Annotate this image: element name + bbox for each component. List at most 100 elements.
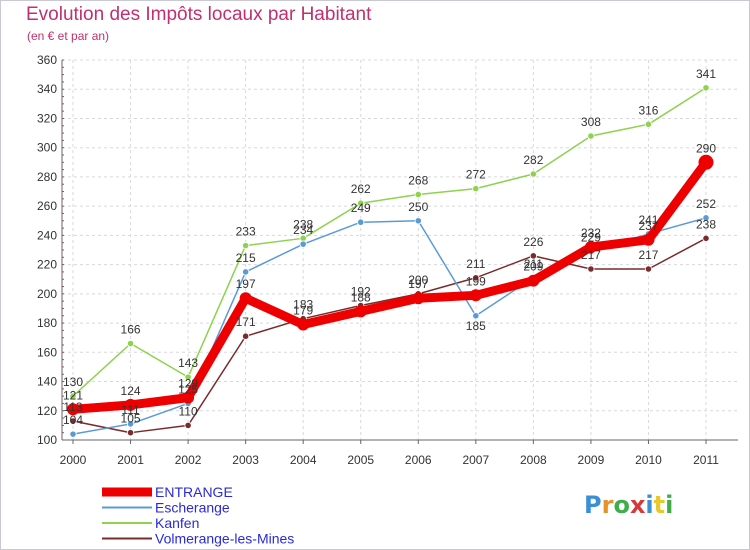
data-point bbox=[472, 185, 480, 193]
y-tick-label: 180 bbox=[37, 316, 57, 330]
data-label: 209 bbox=[523, 260, 543, 274]
data-point bbox=[414, 217, 422, 225]
series-kanfen bbox=[69, 84, 710, 400]
data-label: 199 bbox=[466, 274, 486, 288]
data-label: 233 bbox=[236, 225, 256, 239]
x-tick-label: 2011 bbox=[693, 453, 719, 467]
data-label: 290 bbox=[696, 141, 716, 155]
series-line bbox=[72, 237, 707, 434]
x-tick-label: 2002 bbox=[175, 453, 202, 467]
data-label: 105 bbox=[121, 412, 141, 426]
x-tick-label: 2010 bbox=[635, 453, 662, 467]
data-point bbox=[126, 429, 135, 437]
y-tick-label: 160 bbox=[37, 345, 57, 359]
y-tick-label: 260 bbox=[37, 199, 57, 213]
data-label: 104 bbox=[63, 413, 83, 427]
data-label: 185 bbox=[466, 319, 486, 333]
data-label: 211 bbox=[524, 257, 543, 271]
x-tick-label: 2001 bbox=[117, 453, 144, 467]
data-point bbox=[126, 420, 135, 428]
y-tick-label: 120 bbox=[37, 404, 57, 418]
data-point bbox=[472, 312, 480, 320]
data-label: 237 bbox=[638, 219, 658, 233]
y-tick-label: 240 bbox=[37, 228, 57, 242]
data-point bbox=[644, 265, 653, 273]
x-tick-label: 2008 bbox=[520, 453, 547, 467]
data-label: 268 bbox=[408, 173, 428, 187]
data-point bbox=[702, 234, 710, 242]
legend-label: Kanfen bbox=[155, 515, 199, 531]
data-label: 217 bbox=[638, 248, 658, 262]
data-label: 179 bbox=[293, 304, 313, 318]
data-label: 183 bbox=[293, 298, 313, 312]
data-point bbox=[529, 252, 537, 260]
data-point bbox=[644, 120, 653, 128]
chart-subtitle: (en € et par an) bbox=[27, 29, 110, 43]
data-label: 200 bbox=[408, 273, 428, 287]
data-label: 282 bbox=[523, 153, 543, 167]
proxiti-logo: Proxiti bbox=[584, 491, 673, 519]
data-label: 238 bbox=[293, 217, 313, 231]
data-label: 130 bbox=[63, 375, 83, 389]
data-label: 234 bbox=[293, 223, 313, 237]
legend-label: ENTRANGE bbox=[155, 484, 233, 500]
series-line bbox=[68, 157, 711, 414]
data-point bbox=[702, 214, 710, 222]
data-point bbox=[297, 318, 310, 331]
data-label: 226 bbox=[523, 235, 543, 249]
plot-area bbox=[62, 60, 738, 440]
data-point bbox=[414, 190, 422, 199]
logo-letter: t bbox=[653, 491, 666, 519]
data-point bbox=[584, 241, 597, 254]
data-point bbox=[472, 274, 480, 282]
chart-title: Evolution des Impôts locaux par Habitant bbox=[26, 4, 372, 25]
data-point bbox=[184, 421, 192, 429]
data-label: 111 bbox=[121, 403, 140, 417]
data-label: 238 bbox=[696, 217, 716, 231]
logo-letter: i bbox=[645, 491, 654, 519]
data-label: 113 bbox=[63, 400, 82, 414]
y-tick-label: 140 bbox=[37, 375, 57, 389]
data-point bbox=[182, 391, 195, 404]
series-layer bbox=[67, 84, 714, 438]
data-label: 316 bbox=[638, 103, 658, 117]
data-label: 252 bbox=[696, 197, 716, 211]
data-label: 262 bbox=[351, 182, 371, 196]
data-label: 341 bbox=[696, 67, 716, 81]
series-line bbox=[72, 87, 707, 397]
x-tick-label: 2000 bbox=[60, 453, 87, 467]
data-point bbox=[357, 199, 365, 207]
logo-letter: x bbox=[629, 491, 646, 519]
data-point bbox=[242, 332, 250, 340]
data-label: 188 bbox=[351, 290, 371, 304]
data-label: 308 bbox=[581, 115, 601, 129]
logo-letter: P bbox=[584, 491, 602, 519]
data-point bbox=[698, 154, 714, 170]
y-tick-label: 320 bbox=[37, 111, 57, 125]
data-point bbox=[357, 218, 365, 226]
data-label: 166 bbox=[121, 323, 141, 337]
data-point bbox=[184, 373, 192, 381]
x-tick-label: 2005 bbox=[347, 453, 374, 467]
legend: ENTRANGEEscherangeKanfenVolmerange-les-M… bbox=[102, 484, 294, 547]
data-point bbox=[242, 268, 250, 276]
data-point bbox=[469, 289, 482, 302]
grid-layer bbox=[62, 59, 738, 440]
data-point bbox=[587, 265, 595, 273]
data-label: 192 bbox=[351, 285, 371, 299]
data-label: 229 bbox=[581, 230, 601, 244]
data-point bbox=[124, 398, 137, 411]
data-point bbox=[67, 403, 79, 416]
data-point bbox=[642, 233, 655, 246]
logo-letter: o bbox=[613, 491, 630, 519]
series-entrange bbox=[67, 154, 714, 416]
legend-label: Escherange bbox=[155, 500, 230, 516]
x-tick-label: 2006 bbox=[405, 453, 432, 467]
data-point bbox=[69, 392, 77, 400]
y-tick-label: 220 bbox=[37, 258, 57, 272]
data-label: 121 bbox=[63, 388, 83, 402]
data-point bbox=[529, 170, 537, 178]
data-point bbox=[239, 292, 252, 305]
data-label: 110 bbox=[179, 404, 198, 418]
